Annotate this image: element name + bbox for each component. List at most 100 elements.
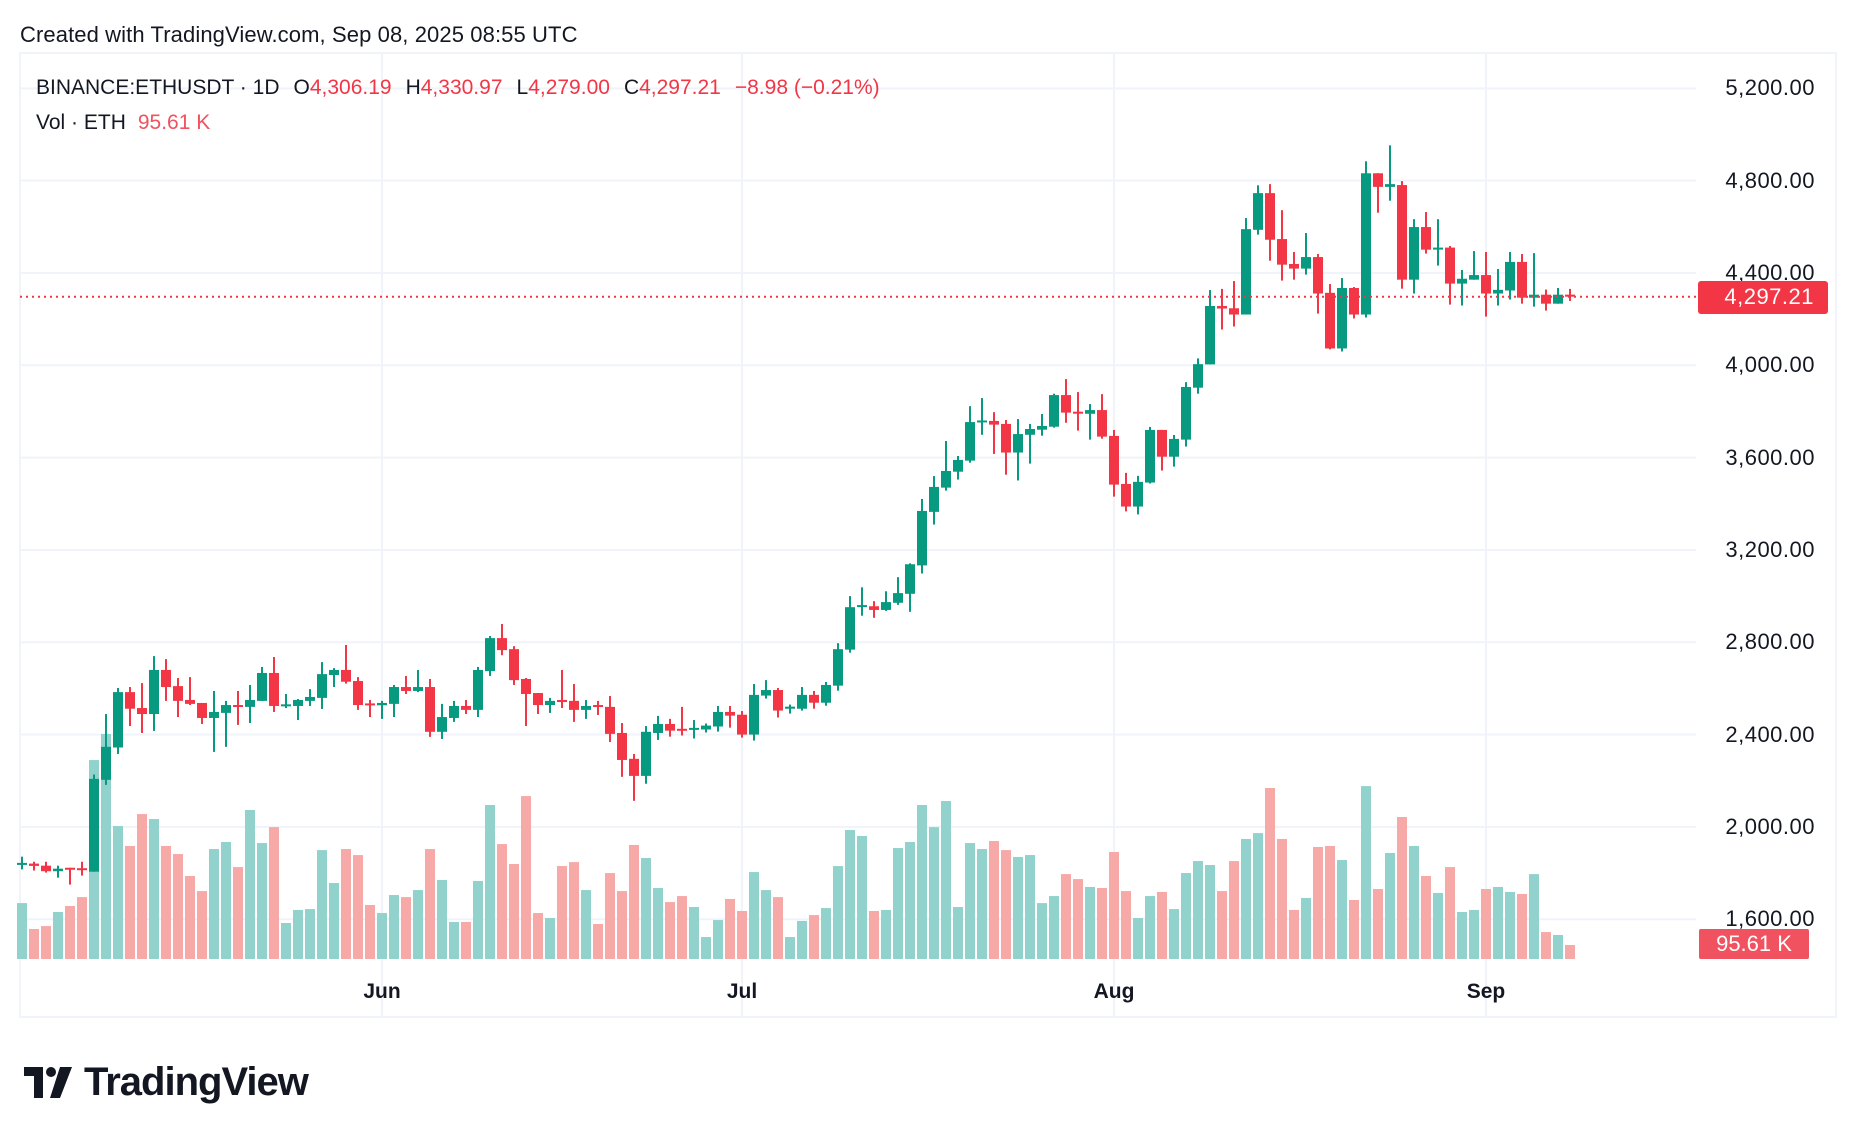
candle-body[interactable] bbox=[821, 684, 831, 703]
candle-body[interactable] bbox=[149, 669, 159, 715]
candle-body[interactable] bbox=[965, 422, 975, 461]
symbol-label[interactable]: BINANCE:ETHUSDT · 1D bbox=[36, 76, 280, 99]
candle-body[interactable] bbox=[1025, 429, 1035, 435]
candle-body[interactable] bbox=[557, 699, 567, 703]
candle-body[interactable] bbox=[137, 708, 147, 715]
candle-body[interactable] bbox=[29, 863, 39, 866]
candle-body[interactable] bbox=[581, 705, 591, 710]
candle-body[interactable] bbox=[413, 687, 423, 691]
candle-body[interactable] bbox=[989, 420, 999, 425]
candle-body[interactable] bbox=[1229, 308, 1239, 315]
candle-body[interactable] bbox=[377, 702, 387, 706]
candle-body[interactable] bbox=[485, 638, 495, 672]
candle-body[interactable] bbox=[89, 778, 99, 872]
candle-body[interactable] bbox=[1433, 247, 1443, 250]
candle-body[interactable] bbox=[473, 669, 483, 710]
candle-body[interactable] bbox=[593, 705, 603, 708]
candle-body[interactable] bbox=[1097, 410, 1107, 437]
candle-body[interactable] bbox=[1457, 278, 1467, 284]
candle-body[interactable] bbox=[941, 471, 951, 488]
candle-body[interactable] bbox=[773, 690, 783, 711]
candle-body[interactable] bbox=[1205, 305, 1215, 365]
candle-body[interactable] bbox=[1277, 239, 1287, 265]
volume-label[interactable]: Vol · ETH bbox=[36, 111, 126, 134]
candle-body[interactable] bbox=[1157, 429, 1167, 457]
candle-body[interactable] bbox=[1181, 386, 1191, 440]
candle-body[interactable] bbox=[1037, 426, 1047, 430]
candle-body[interactable] bbox=[1517, 261, 1527, 298]
candle-body[interactable] bbox=[113, 692, 123, 748]
candle-body[interactable] bbox=[101, 746, 111, 780]
candle-body[interactable] bbox=[425, 687, 435, 732]
candle-body[interactable] bbox=[1541, 294, 1551, 304]
candle-body[interactable] bbox=[1241, 229, 1251, 315]
candle-body[interactable] bbox=[461, 705, 471, 710]
candle-body[interactable] bbox=[281, 704, 291, 707]
candle-body[interactable] bbox=[1421, 227, 1431, 250]
candle-body[interactable] bbox=[1121, 483, 1131, 507]
candle-body[interactable] bbox=[257, 672, 267, 701]
candle-body[interactable] bbox=[401, 687, 411, 691]
candle-body[interactable] bbox=[245, 699, 255, 707]
candle-body[interactable] bbox=[653, 723, 663, 733]
candle-body[interactable] bbox=[197, 702, 207, 718]
candle-body[interactable] bbox=[569, 700, 579, 710]
candle-body[interactable] bbox=[1133, 481, 1143, 507]
candle-body[interactable] bbox=[389, 687, 399, 704]
candle-body[interactable] bbox=[1337, 287, 1347, 349]
candle-body[interactable] bbox=[17, 862, 27, 865]
candle-body[interactable] bbox=[1397, 185, 1407, 280]
candle-body[interactable] bbox=[125, 692, 135, 709]
candle-body[interactable] bbox=[1445, 247, 1455, 284]
candle-body[interactable] bbox=[185, 699, 195, 704]
candle-body[interactable] bbox=[1085, 410, 1095, 414]
candle-body[interactable] bbox=[737, 714, 747, 735]
candle-body[interactable] bbox=[437, 717, 447, 732]
candle-body[interactable] bbox=[221, 705, 231, 713]
candle-body[interactable] bbox=[977, 420, 987, 423]
candle-body[interactable] bbox=[1073, 411, 1083, 414]
candle-body[interactable] bbox=[1253, 193, 1263, 230]
candle-body[interactable] bbox=[905, 564, 915, 594]
candle-body[interactable] bbox=[77, 868, 87, 871]
candle-body[interactable] bbox=[1493, 289, 1503, 294]
candle-body[interactable] bbox=[1217, 305, 1227, 309]
tradingview-logo[interactable]: TradingView bbox=[24, 1060, 309, 1105]
candle-body[interactable] bbox=[677, 728, 687, 731]
candle-body[interactable] bbox=[785, 706, 795, 709]
candle-body[interactable] bbox=[1193, 364, 1203, 388]
candle-body[interactable] bbox=[449, 705, 459, 718]
candle-body[interactable] bbox=[857, 605, 867, 608]
candle-body[interactable] bbox=[1169, 438, 1179, 457]
candle-body[interactable] bbox=[761, 690, 771, 696]
candle-body[interactable] bbox=[173, 686, 183, 701]
candle-body[interactable] bbox=[65, 867, 75, 870]
candle-body[interactable] bbox=[1049, 395, 1059, 427]
candle-body[interactable] bbox=[953, 459, 963, 472]
candle-body[interactable] bbox=[305, 696, 315, 701]
candle-body[interactable] bbox=[701, 725, 711, 730]
candle-body[interactable] bbox=[665, 723, 675, 731]
candle-body[interactable] bbox=[53, 868, 63, 872]
candle-body[interactable] bbox=[353, 681, 363, 706]
candle-body[interactable] bbox=[797, 694, 807, 709]
candle-body[interactable] bbox=[1385, 184, 1395, 187]
candle-body[interactable] bbox=[1469, 275, 1479, 280]
candle-body[interactable] bbox=[713, 711, 723, 727]
candle-body[interactable] bbox=[509, 649, 519, 681]
candle-body[interactable] bbox=[329, 669, 339, 676]
candle-body[interactable] bbox=[629, 758, 639, 776]
candle-body[interactable] bbox=[209, 711, 219, 718]
candle-body[interactable] bbox=[833, 649, 843, 686]
candle-body[interactable] bbox=[893, 593, 903, 603]
candle-body[interactable] bbox=[881, 602, 891, 610]
candle-body[interactable] bbox=[1289, 263, 1299, 269]
candle-body[interactable] bbox=[1349, 287, 1359, 315]
candle-body[interactable] bbox=[1505, 261, 1515, 291]
candle-body[interactable] bbox=[1409, 227, 1419, 280]
candle-body[interactable] bbox=[533, 693, 543, 706]
candle-body[interactable] bbox=[617, 732, 627, 760]
candle-body[interactable] bbox=[845, 607, 855, 650]
candle-body[interactable] bbox=[1313, 257, 1323, 294]
